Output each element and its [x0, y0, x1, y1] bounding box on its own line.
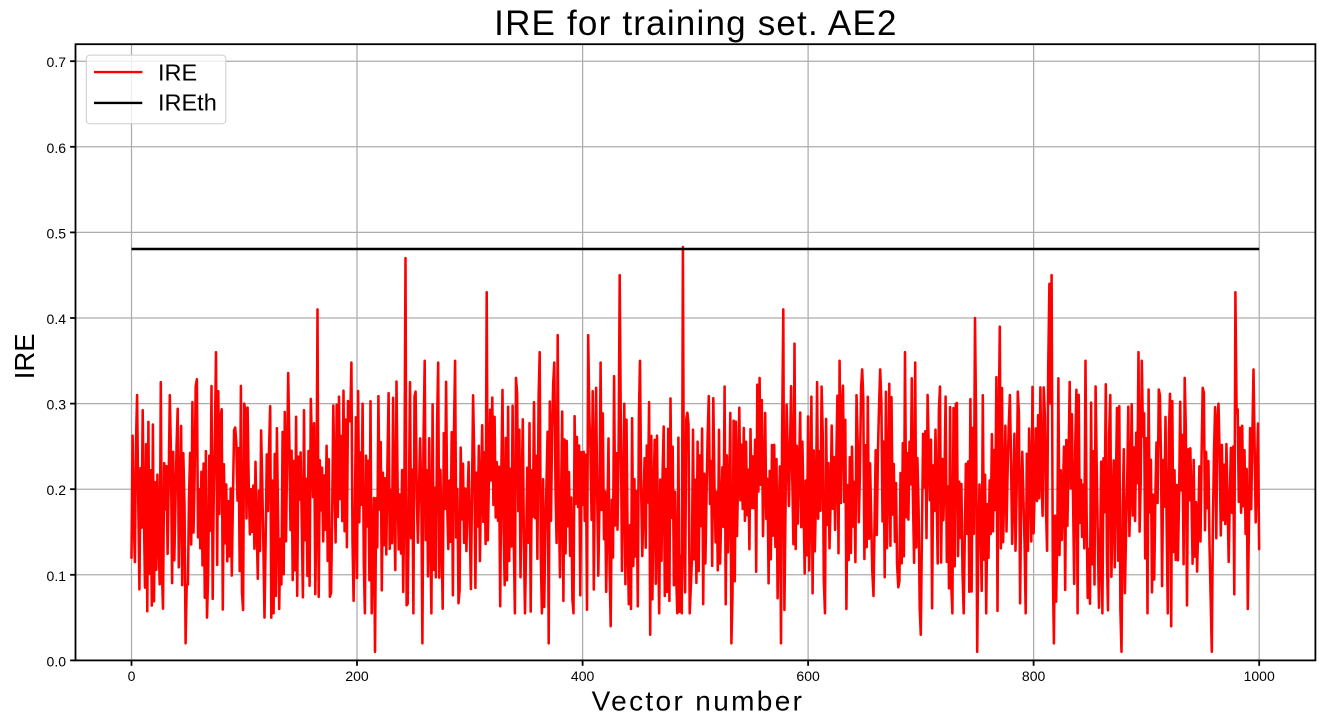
svg-text:IREth: IREth: [158, 90, 217, 116]
svg-text:1000: 1000: [1244, 668, 1275, 684]
svg-text:IRE: IRE: [9, 333, 40, 379]
svg-text:0.1: 0.1: [47, 568, 67, 584]
svg-text:0.5: 0.5: [47, 225, 67, 241]
svg-text:Vector number: Vector number: [592, 686, 805, 717]
svg-text:IRE: IRE: [158, 60, 197, 86]
svg-text:600: 600: [796, 668, 820, 684]
svg-text:IRE for training set. AE2: IRE for training set. AE2: [494, 4, 898, 43]
svg-text:0.6: 0.6: [47, 140, 67, 156]
svg-text:400: 400: [571, 668, 595, 684]
svg-text:0.7: 0.7: [47, 54, 67, 70]
svg-text:0.4: 0.4: [47, 311, 67, 327]
svg-text:0.0: 0.0: [47, 653, 67, 669]
svg-text:800: 800: [1022, 668, 1046, 684]
svg-text:0.3: 0.3: [47, 397, 67, 413]
svg-text:200: 200: [345, 668, 369, 684]
svg-text:0: 0: [128, 668, 136, 684]
svg-text:0.2: 0.2: [47, 482, 67, 498]
